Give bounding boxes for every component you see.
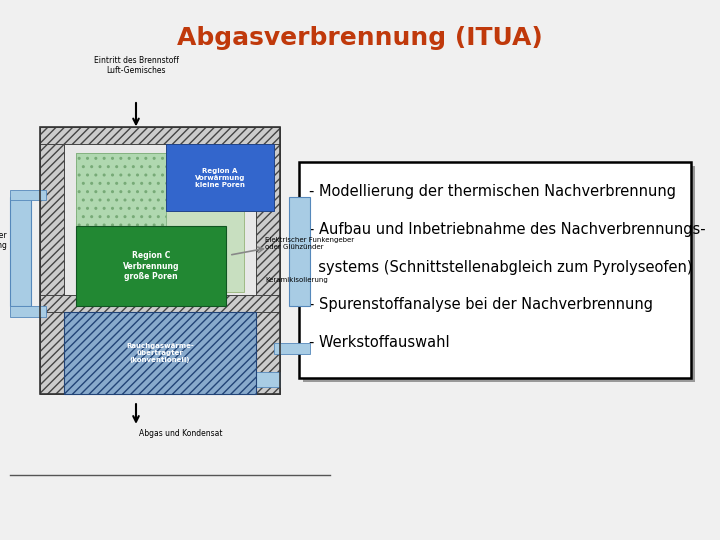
Bar [256,127,280,394]
Bar [40,295,280,312]
Text: - Aufbau und Inbetriebnahme des Nachverbrennungs-: - Aufbau und Inbetriebnahme des Nachverb… [309,222,706,237]
Bar [299,162,691,378]
Text: Wasser
kühlung: Wasser kühlung [0,231,7,251]
Text: Elektrischer Funkengeber
oder Glühzünder: Elektrischer Funkengeber oder Glühzünder [265,237,354,250]
Text: - Werkstoffauswahl: - Werkstoffauswahl [309,335,449,350]
Text: Rauchgaswärme-
übertragter
(konventionell): Rauchgaswärme- übertragter (konventionel… [126,343,194,363]
Bar [76,226,226,306]
Bar [10,80,310,505]
Bar [64,312,256,394]
Text: - Spurenstoffanalyse bei der Nachverbrennung: - Spurenstoffanalyse bei der Nachverbren… [309,298,653,313]
Text: Keramikisolierung: Keramikisolierung [265,277,328,283]
Bar [303,166,696,382]
Bar [289,197,310,306]
Bar [274,343,310,354]
Bar [40,127,280,144]
Text: Region C
Verbrennung
große Poren: Region C Verbrennung große Poren [122,251,179,281]
Text: systems (Schnittstellenabgleich zum Pyrolyseofen): systems (Schnittstellenabgleich zum Pyro… [309,260,693,275]
Bar [256,372,280,387]
Text: Abgas und Kondensat: Abgas und Kondensat [139,429,222,438]
Bar [76,153,166,226]
Text: - Modellierung der thermischen Nachverbrennung: - Modellierung der thermischen Nachverbr… [309,184,676,199]
Bar [10,190,46,200]
Bar [64,144,256,295]
Bar [76,153,244,292]
Text: Eintritt des Brennstoff
Luft-Gemisches: Eintritt des Brennstoff Luft-Gemisches [94,56,179,75]
Bar [10,306,46,317]
Bar [40,127,64,394]
Text: Region A
Vorwärmung
kleine Poren: Region A Vorwärmung kleine Poren [195,167,246,187]
Bar [166,144,274,211]
Bar [10,197,31,306]
Bar [40,127,280,394]
Text: Abgasverbrennung (ITUA): Abgasverbrennung (ITUA) [177,26,543,50]
